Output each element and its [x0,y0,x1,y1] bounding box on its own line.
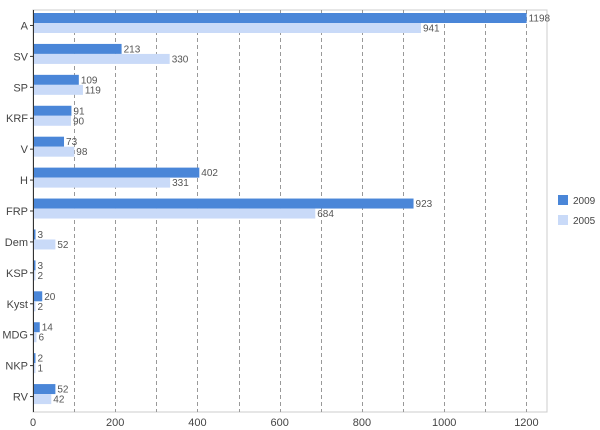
bar-2009[interactable] [34,43,122,54]
bar-2005[interactable] [34,332,37,343]
bar-2009[interactable] [34,353,36,364]
bar-2005[interactable] [34,270,36,281]
bar-2009[interactable] [34,322,40,333]
data-label: 331 [172,178,189,189]
bar-2009[interactable] [34,74,79,85]
category-label: RV [13,392,29,404]
bar-2005[interactable] [34,23,421,33]
bar-2009[interactable] [34,105,72,116]
data-label: 941 [423,24,440,35]
bar-2005[interactable] [34,363,36,374]
bar-2009[interactable] [34,384,56,395]
data-label: 6 [38,333,44,344]
data-label: 330 [172,54,189,65]
bar-2009[interactable] [34,260,36,271]
x-tick-label: 0 [30,417,36,429]
x-tick-label: 600 [271,417,289,429]
data-label: 2 [38,271,44,282]
category-label: A [21,20,29,32]
bar-2009[interactable] [34,198,414,209]
bar-2009[interactable] [34,13,527,23]
category-label: KRF [6,113,28,125]
bar-2005[interactable] [34,208,316,219]
bar-2005[interactable] [34,239,56,250]
data-label: 2 [38,354,44,365]
category-label: MDG [2,330,28,342]
bar-2009[interactable] [34,291,43,302]
legend-label: 2005 [573,216,596,227]
bar-2005[interactable] [34,84,83,95]
bar-2005[interactable] [34,146,75,157]
bar-2005[interactable] [34,115,72,126]
bar-2009[interactable] [34,136,65,147]
data-label: 20 [44,292,56,303]
x-tick-label: 800 [353,417,371,429]
bar-2005[interactable] [34,301,36,312]
data-label: 90 [73,116,85,127]
data-label: 923 [416,199,433,210]
bar-2005[interactable] [34,177,171,188]
data-label: 42 [53,395,65,406]
category-label: Kyst [7,299,28,311]
data-label: 213 [124,44,141,55]
category-label: Dem [5,237,28,249]
x-tick-label: 1200 [514,417,538,429]
data-label: 91 [73,106,85,117]
data-label: 684 [317,209,334,220]
data-label: 1198 [529,14,551,25]
data-label: 3 [38,261,44,272]
bar-2005[interactable] [34,53,170,64]
category-label: H [20,175,28,187]
legend-swatch-2009 [558,195,568,205]
x-tick-label: 1000 [432,417,456,429]
category-label: KSP [6,268,28,280]
bar-2009[interactable] [34,167,200,178]
bar-2005[interactable] [34,394,52,405]
category-label: SV [13,51,28,63]
data-label: 73 [66,137,78,148]
data-label: 402 [201,168,218,179]
data-label: 3 [38,230,44,241]
category-label: V [21,144,29,156]
legend-swatch-2005 [558,215,568,225]
x-tick-label: 200 [106,417,124,429]
legend-label: 2009 [573,196,596,207]
x-tick-label: 400 [188,417,206,429]
data-label: 109 [81,75,98,86]
bar-2009[interactable] [34,229,36,240]
data-label: 1 [38,364,44,375]
data-label: 14 [42,323,54,334]
data-label: 52 [57,385,69,396]
data-label: 52 [57,240,69,251]
data-label: 119 [85,85,101,96]
data-label: 98 [76,147,88,158]
category-label: FRP [6,206,28,218]
category-label: NKP [5,361,28,373]
category-label: SP [13,82,28,94]
data-label: 2 [38,302,44,313]
